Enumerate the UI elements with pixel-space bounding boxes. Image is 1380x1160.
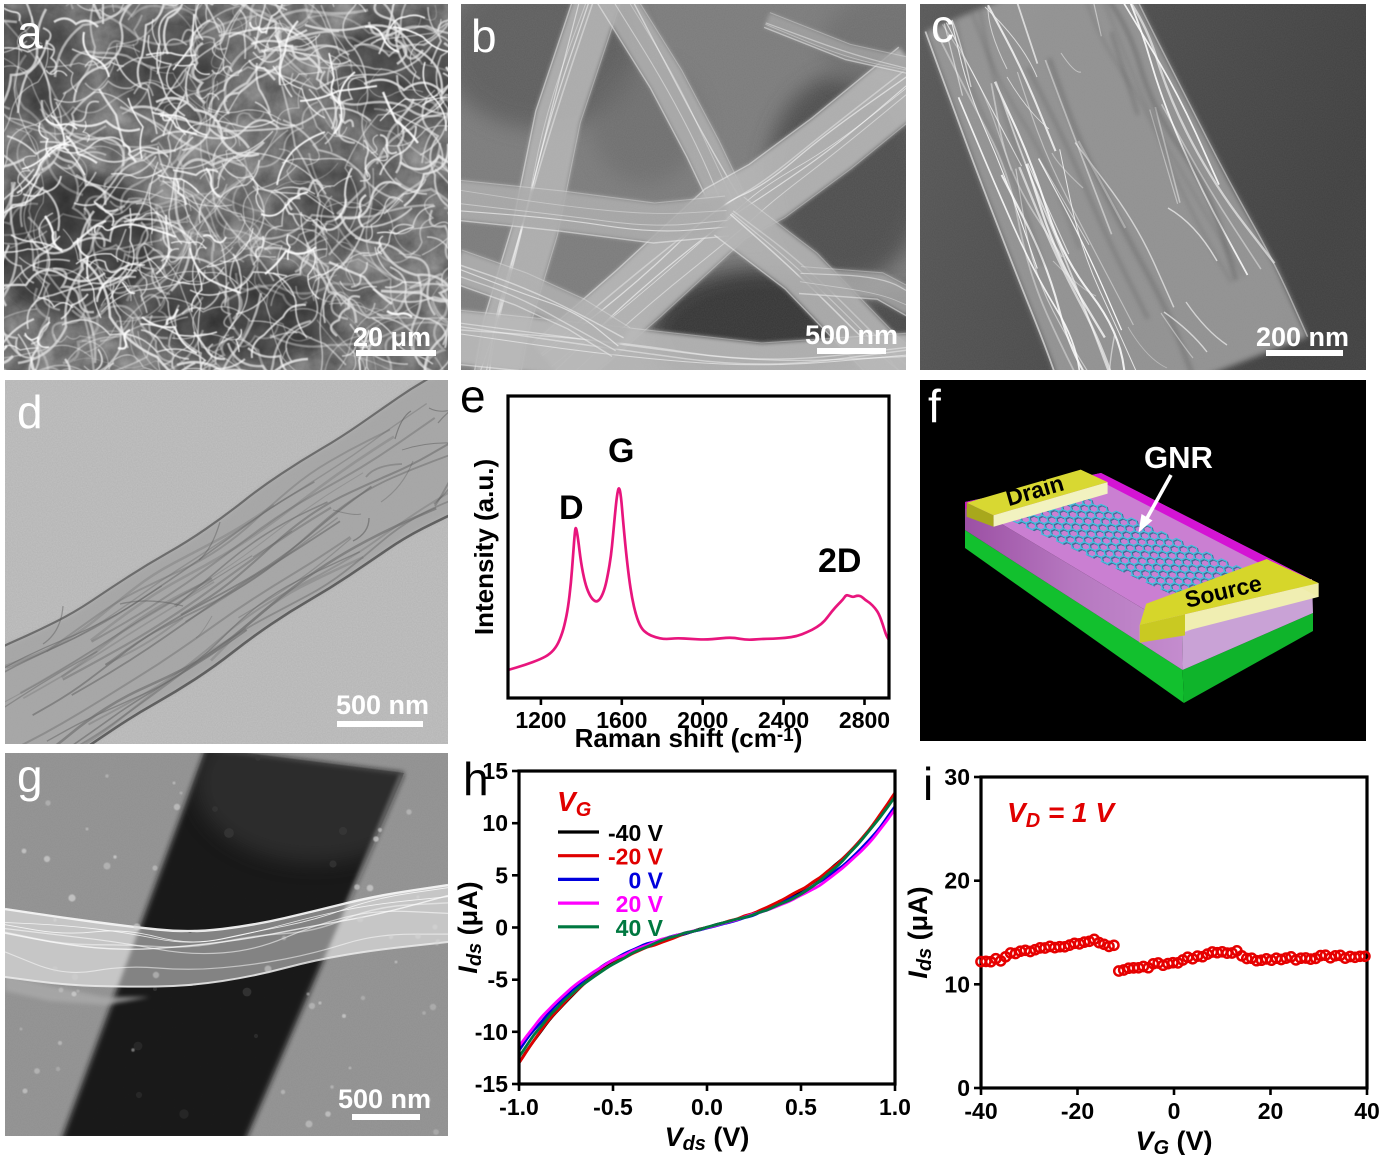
svg-text:GNR: GNR [1144,440,1213,475]
svg-text:VG (V): VG (V) [1135,1126,1212,1155]
svg-text:20 V: 20 V [616,891,664,917]
svg-text:-15: -15 [475,1071,508,1097]
svg-text:-0.5: -0.5 [593,1094,633,1120]
svg-text:f: f [928,380,941,432]
svg-text:5: 5 [495,862,508,888]
svg-text:a: a [17,6,43,58]
svg-text:-20 V: -20 V [608,844,664,870]
svg-text:10: 10 [482,810,508,836]
svg-text:-10: -10 [475,1019,508,1045]
svg-text:10: 10 [944,971,970,997]
svg-text:G: G [608,432,634,470]
svg-text:0: 0 [1168,1098,1181,1124]
svg-text:40 V: 40 V [616,915,664,941]
svg-text:0: 0 [495,915,508,941]
svg-text:1200: 1200 [515,707,566,733]
svg-text:0.0: 0.0 [691,1094,723,1120]
svg-text:500 nm: 500 nm [338,1084,431,1114]
svg-text:Intensity (a.u.): Intensity (a.u.) [469,459,499,635]
svg-text:0: 0 [957,1075,970,1101]
svg-text:500 nm: 500 nm [336,690,429,720]
svg-text:-40: -40 [964,1098,997,1124]
svg-text:200 nm: 200 nm [1256,322,1349,352]
svg-text:i: i [923,758,933,810]
svg-text:0.5: 0.5 [785,1094,817,1120]
svg-text:2400: 2400 [758,707,809,733]
svg-text:20: 20 [944,868,970,894]
svg-text:b: b [471,10,497,62]
svg-text:Vds (V): Vds (V) [665,1122,750,1155]
svg-text:2D: 2D [818,542,861,580]
svg-text:20: 20 [1258,1098,1284,1124]
svg-text:Raman shift (cm-1): Raman shift (cm-1) [575,723,803,753]
svg-text:e: e [460,378,486,422]
svg-text:1600: 1600 [596,707,647,733]
svg-text:D: D [559,489,584,527]
svg-text:d: d [17,386,43,438]
svg-text:2800: 2800 [839,707,890,733]
svg-text:-5: -5 [488,967,509,993]
svg-text:1.0: 1.0 [879,1094,911,1120]
svg-text:c: c [931,4,954,52]
svg-text:500 nm: 500 nm [805,320,898,350]
svg-text:2000: 2000 [677,707,728,733]
svg-text:30: 30 [944,764,970,790]
svg-text:VD = 1 V: VD = 1 V [1007,797,1116,832]
svg-text:0 V: 0 V [628,867,663,893]
svg-text:40: 40 [1354,1098,1380,1124]
svg-text:h: h [463,755,489,805]
svg-text:Ids (μA): Ids (μA) [903,886,936,978]
svg-text:-20: -20 [1061,1098,1094,1124]
svg-text:20 μm: 20 μm [353,322,431,352]
svg-text:15: 15 [482,758,508,784]
svg-text:g: g [17,753,43,802]
svg-text:-1.0: -1.0 [499,1094,539,1120]
svg-text:-40 V: -40 V [608,820,664,846]
